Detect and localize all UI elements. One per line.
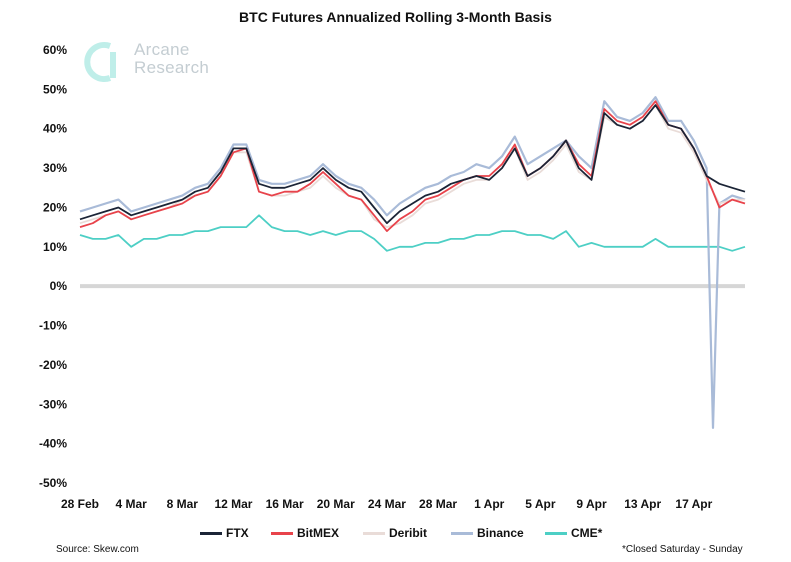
legend: FTX BitMEX Deribit Binance CME*	[0, 524, 791, 542]
logo-text-arcane: Arcane	[134, 40, 190, 59]
y-tick-label: -20%	[39, 358, 67, 372]
legend-label: FTX	[226, 526, 249, 540]
legend-label: BitMEX	[297, 526, 339, 540]
x-tick-label: 5 Apr	[525, 497, 556, 511]
y-tick-label: 0%	[50, 279, 68, 293]
arcane-logo: Arcane Research	[80, 40, 220, 84]
x-tick-label: 28 Mar	[419, 497, 457, 511]
legend-item-deribit: Deribit	[363, 524, 427, 542]
legend-label: CME*	[571, 526, 603, 540]
y-tick-label: 30%	[43, 161, 67, 175]
source-note: Source: Skew.com	[56, 544, 139, 555]
series-lines	[79, 96, 746, 429]
y-tick-label: -30%	[39, 397, 67, 411]
y-tick-label: -40%	[39, 437, 67, 451]
y-tick-label: 10%	[43, 240, 67, 254]
x-tick-label: 24 Mar	[368, 497, 406, 511]
x-tick-label: 20 Mar	[317, 497, 355, 511]
legend-swatch	[545, 531, 567, 535]
x-tick-label: 13 Apr	[624, 497, 661, 511]
series-line-deribit	[79, 104, 745, 228]
series-line-binance	[79, 96, 746, 429]
closed-footnote: *Closed Saturday - Sunday	[622, 544, 743, 555]
y-tick-label: 40%	[43, 122, 67, 136]
x-tick-label: 12 Mar	[214, 497, 252, 511]
y-tick-label: 50%	[43, 82, 67, 96]
series-line-ftx	[79, 104, 746, 225]
y-tick-label: -50%	[39, 476, 67, 490]
legend-item-bitmex: BitMEX	[271, 524, 339, 542]
x-tick-label: 28 Feb	[61, 497, 99, 511]
legend-swatch	[200, 531, 222, 535]
y-axis: 60% 50% 40% 30% 20% 10% 0% -10% -20% -30% -40% -50%	[39, 43, 67, 490]
legend-item-binance: Binance	[451, 524, 524, 542]
series-line-cme	[79, 214, 746, 252]
y-tick-label: 60%	[43, 43, 67, 57]
legend-swatch	[451, 531, 473, 535]
logo-text-research: Research	[134, 58, 210, 77]
legend-label: Deribit	[389, 526, 428, 540]
x-tick-label: 8 Mar	[167, 497, 199, 511]
x-tick-label: 1 Apr	[474, 497, 505, 511]
x-tick-label: 4 Mar	[115, 497, 147, 511]
chart-title: BTC Futures Annualized Rolling 3-Month B…	[239, 9, 552, 25]
x-tick-label: 9 Apr	[576, 497, 607, 511]
legend-item-ftx: FTX	[200, 524, 249, 542]
x-tick-label: 17 Apr	[675, 497, 712, 511]
series-line-bitmex	[79, 100, 746, 232]
legend-swatch	[271, 531, 293, 535]
legend-swatch	[363, 531, 385, 535]
x-tick-label: 16 Mar	[266, 497, 304, 511]
arcane-logo-icon	[84, 42, 116, 82]
x-axis: 28 Feb 4 Mar 8 Mar 12 Mar 16 Mar 20 Mar 24 Mar…	[61, 497, 713, 511]
legend-item-cme: CME*	[545, 524, 602, 542]
y-tick-label: -10%	[39, 319, 67, 333]
y-tick-label: 20%	[43, 200, 67, 214]
legend-label: Binance	[477, 526, 524, 540]
